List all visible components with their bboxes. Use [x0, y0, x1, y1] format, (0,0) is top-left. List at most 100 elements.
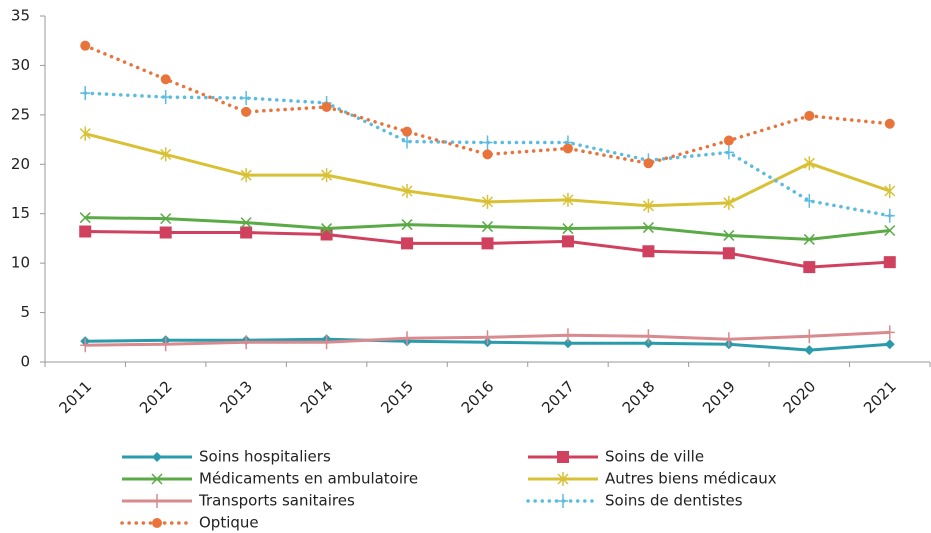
- marker: [883, 256, 896, 269]
- x-tick-label: 2017: [538, 377, 578, 417]
- marker: [642, 198, 654, 213]
- marker: [482, 330, 493, 345]
- marker: [321, 223, 333, 235]
- y-tick-label: 0: [20, 353, 30, 371]
- marker: [80, 86, 91, 101]
- marker: [79, 126, 91, 141]
- line: [83, 43, 892, 166]
- marker: [642, 222, 654, 234]
- marker: [152, 452, 162, 462]
- y-tick-label: 30: [11, 56, 30, 74]
- legend-label: Autres biens médicaux: [605, 470, 777, 488]
- marker: [402, 126, 413, 137]
- series: [80, 325, 895, 353]
- series: [79, 225, 896, 274]
- marker: [482, 149, 493, 160]
- line: [85, 216, 890, 241]
- marker: [481, 194, 494, 209]
- marker: [561, 235, 574, 248]
- legend-item: Soins de ville: [528, 448, 704, 466]
- marker: [723, 229, 735, 241]
- marker: [884, 208, 895, 223]
- series: [79, 126, 896, 213]
- marker: [557, 472, 569, 486]
- marker: [152, 494, 162, 508]
- marker: [723, 135, 734, 146]
- marker: [722, 247, 735, 260]
- marker: [803, 233, 815, 245]
- marker: [80, 40, 91, 51]
- marker: [241, 106, 252, 117]
- y-tick-label: 10: [11, 254, 30, 272]
- marker: [723, 195, 735, 210]
- x-tick-label: 2013: [216, 377, 256, 417]
- legend-item: Autres biens médicaux: [528, 470, 777, 488]
- marker: [159, 226, 172, 239]
- x-tick-label: 2011: [56, 377, 96, 417]
- legend-label: Soins hospitaliers: [199, 448, 331, 466]
- marker: [241, 335, 252, 350]
- marker: [643, 158, 654, 169]
- series: [79, 212, 896, 245]
- marker: [160, 147, 172, 162]
- marker: [884, 325, 895, 340]
- marker: [723, 145, 734, 160]
- marker: [482, 135, 493, 150]
- marker: [804, 345, 815, 356]
- marker: [562, 192, 574, 207]
- x-tick-label: 2012: [136, 377, 176, 417]
- marker: [401, 183, 413, 198]
- legend-label: Transports sanitaires: [198, 492, 355, 510]
- marker: [240, 217, 252, 229]
- marker: [804, 329, 815, 344]
- marker: [79, 212, 91, 224]
- marker: [402, 134, 413, 149]
- marker: [884, 339, 895, 350]
- marker: [240, 168, 252, 183]
- series: [80, 40, 895, 169]
- x-tick-label: 2020: [780, 377, 820, 417]
- legend-label: Optique: [199, 514, 259, 532]
- legend-label: Soins de dentistes: [605, 492, 743, 510]
- marker: [152, 518, 162, 528]
- marker: [884, 224, 896, 237]
- marker: [160, 213, 172, 225]
- marker: [562, 328, 573, 343]
- marker: [557, 451, 569, 463]
- marker: [642, 245, 655, 258]
- marker: [160, 337, 171, 352]
- x-tick-label: 2015: [377, 377, 417, 417]
- marker: [803, 261, 816, 274]
- legend-item: Soins de dentistes: [526, 492, 743, 510]
- marker: [643, 329, 654, 344]
- marker: [240, 226, 253, 239]
- legend-item: Optique: [120, 514, 259, 532]
- y-tick-label: 5: [20, 303, 30, 321]
- marker: [481, 237, 494, 250]
- x-tick-label: 2016: [458, 377, 498, 417]
- marker: [803, 156, 815, 171]
- y-tick-label: 20: [11, 155, 30, 173]
- marker: [402, 331, 413, 346]
- marker: [321, 101, 332, 112]
- legend-label: Soins de ville: [605, 448, 704, 466]
- marker: [481, 221, 494, 233]
- legend-item: Soins hospitaliers: [122, 448, 331, 466]
- y-tick-label: 15: [11, 204, 30, 222]
- marker: [321, 335, 332, 350]
- marker: [160, 74, 171, 85]
- marker: [884, 118, 895, 129]
- marker: [401, 219, 413, 231]
- legend-item: Transports sanitaires: [122, 492, 355, 510]
- marker: [401, 237, 414, 250]
- marker: [320, 228, 333, 241]
- marker: [723, 332, 734, 347]
- x-tick-label: 2014: [297, 377, 337, 417]
- marker: [562, 223, 574, 235]
- marker: [562, 143, 573, 154]
- y-tick-label: 25: [11, 105, 30, 123]
- marker: [558, 494, 568, 508]
- marker: [80, 338, 91, 353]
- x-tick-label: 2019: [699, 377, 739, 417]
